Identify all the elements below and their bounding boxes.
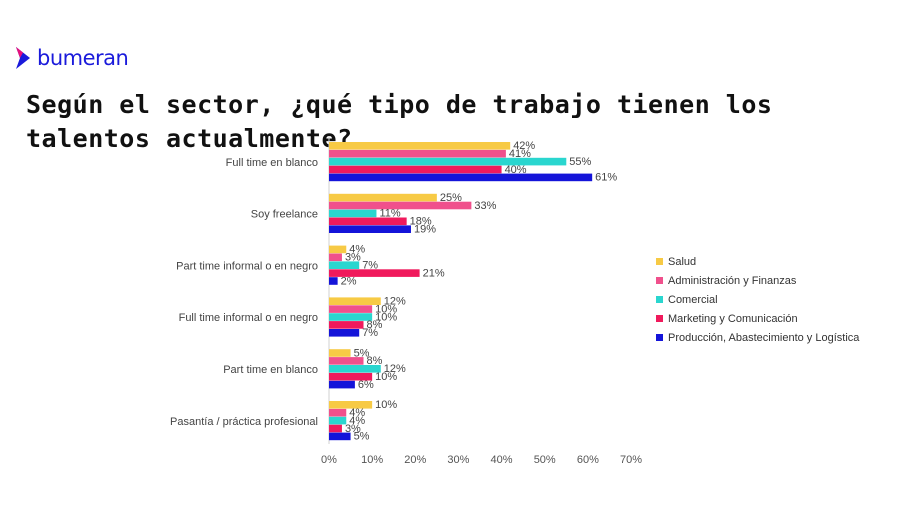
data-label: 7% bbox=[362, 327, 378, 339]
bar bbox=[329, 401, 373, 409]
category-label: Soy freelance bbox=[251, 209, 318, 221]
bar bbox=[329, 142, 511, 150]
bar bbox=[329, 209, 377, 218]
data-label: 11% bbox=[379, 208, 400, 220]
data-label: 55% bbox=[569, 156, 591, 168]
legend-label: Salud bbox=[668, 255, 697, 268]
data-label: 21% bbox=[423, 267, 445, 279]
x-tick-label: 20% bbox=[404, 454, 426, 466]
legend-label: Producción, Abastecimiento y Logística bbox=[668, 331, 860, 344]
legend-swatch bbox=[656, 258, 663, 265]
legend-item: Producción, Abastecimiento y Logística bbox=[656, 328, 859, 347]
data-label: 10% bbox=[375, 371, 397, 383]
legend-item: Administración y Finanzas bbox=[656, 271, 859, 290]
x-tick-label: 70% bbox=[620, 454, 642, 466]
chart-legend: Salud Administración y Finanzas Comercial M… bbox=[656, 252, 859, 347]
x-tick-label: 0% bbox=[321, 454, 337, 466]
data-label: 5% bbox=[354, 431, 370, 443]
data-label: 3% bbox=[345, 423, 361, 435]
bar bbox=[329, 269, 420, 277]
bar bbox=[329, 416, 347, 425]
legend-label: Administración y Finanzas bbox=[668, 274, 797, 287]
bar bbox=[329, 372, 373, 381]
legend-label: Marketing y Comunicación bbox=[668, 312, 798, 325]
bar bbox=[329, 380, 355, 389]
bar bbox=[329, 305, 373, 313]
data-label: 10% bbox=[375, 399, 397, 411]
x-tick-label: 50% bbox=[534, 454, 556, 466]
data-label: 25% bbox=[440, 192, 462, 204]
bar bbox=[329, 329, 360, 337]
data-label: 42% bbox=[513, 140, 535, 152]
data-label: 7% bbox=[362, 260, 378, 272]
bar bbox=[329, 277, 338, 285]
data-label: 4% bbox=[349, 244, 365, 256]
category-label: Part time informal o en negro bbox=[176, 260, 318, 272]
bar bbox=[329, 313, 373, 321]
category-label: Part time en blanco bbox=[223, 364, 318, 376]
brand-logo: bumeran bbox=[14, 44, 129, 72]
page-title: Según el sector, ¿qué tipo de trabajo ti… bbox=[26, 90, 773, 153]
bar bbox=[329, 253, 342, 262]
legend-swatch bbox=[656, 334, 663, 341]
data-label: 12% bbox=[384, 363, 406, 375]
bumeran-arrow-icon bbox=[16, 47, 30, 69]
data-label: 8% bbox=[367, 319, 383, 331]
bar bbox=[329, 349, 351, 357]
brand-name: bumeran bbox=[37, 46, 129, 70]
data-label: 19% bbox=[414, 224, 436, 236]
bar bbox=[329, 424, 342, 433]
bar bbox=[329, 261, 360, 269]
category-label: Pasantía / práctica profesional bbox=[170, 416, 318, 428]
data-label: 61% bbox=[595, 172, 617, 184]
bar bbox=[329, 165, 502, 174]
bar bbox=[329, 297, 381, 305]
x-tick-label: 30% bbox=[447, 454, 469, 466]
bar bbox=[329, 149, 506, 158]
data-label: 3% bbox=[345, 252, 361, 264]
bar bbox=[329, 365, 381, 373]
bar bbox=[329, 408, 347, 417]
data-label: 2% bbox=[341, 275, 357, 287]
data-label: 6% bbox=[358, 379, 374, 391]
legend-swatch bbox=[656, 315, 663, 322]
legend-swatch bbox=[656, 277, 663, 284]
legend-swatch bbox=[656, 296, 663, 303]
legend-item: Salud bbox=[656, 252, 859, 271]
bar bbox=[329, 201, 472, 210]
category-label: Full time informal o en negro bbox=[179, 312, 318, 324]
data-label: 8% bbox=[367, 355, 383, 367]
x-tick-label: 60% bbox=[577, 454, 599, 466]
data-label: 4% bbox=[349, 415, 365, 427]
legend-label: Comercial bbox=[668, 293, 718, 306]
data-label: 12% bbox=[384, 296, 406, 308]
data-label: 18% bbox=[410, 216, 432, 228]
x-tick-label: 10% bbox=[361, 454, 383, 466]
bar bbox=[329, 217, 407, 226]
data-label: 40% bbox=[505, 164, 527, 176]
data-label: 4% bbox=[349, 407, 365, 419]
bar bbox=[329, 321, 364, 329]
bar bbox=[329, 173, 593, 182]
bar bbox=[329, 432, 351, 441]
data-label: 10% bbox=[375, 311, 397, 323]
bar bbox=[329, 193, 437, 202]
bar bbox=[329, 157, 567, 166]
legend-item: Comercial bbox=[656, 290, 859, 309]
bar bbox=[329, 245, 347, 254]
legend-item: Marketing y Comunicación bbox=[656, 309, 859, 328]
data-label: 33% bbox=[474, 200, 496, 212]
data-label: 5% bbox=[354, 347, 370, 359]
category-label: Full time en blanco bbox=[226, 157, 318, 169]
bar bbox=[329, 225, 411, 233]
data-label: 41% bbox=[509, 148, 531, 160]
x-tick-label: 40% bbox=[491, 454, 513, 466]
bar bbox=[329, 357, 364, 365]
data-label: 10% bbox=[375, 303, 397, 315]
